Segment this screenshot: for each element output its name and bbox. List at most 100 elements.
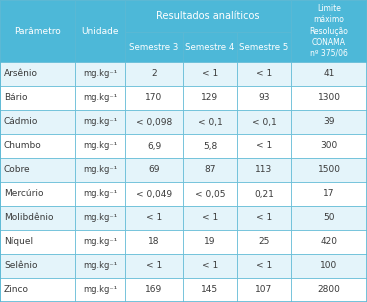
Bar (125, 32, 183, 62)
Bar (0, 0, 75, 62)
Text: Chumbo: Chumbo (4, 142, 42, 150)
Text: mg.kg⁻¹: mg.kg⁻¹ (83, 214, 117, 223)
Bar (0, 206, 75, 230)
Bar (125, 206, 183, 230)
Text: 19: 19 (204, 237, 216, 246)
Bar (75, 86, 125, 110)
Bar (237, 134, 291, 158)
Text: 39: 39 (323, 117, 335, 127)
Text: Arsênio: Arsênio (4, 69, 38, 79)
Bar (291, 134, 367, 158)
Bar (237, 110, 291, 134)
Bar (0, 254, 75, 278)
Bar (75, 62, 125, 86)
Bar (183, 86, 237, 110)
Bar (237, 278, 291, 302)
Text: mg.kg⁻¹: mg.kg⁻¹ (83, 94, 117, 102)
Bar (0, 86, 75, 110)
Bar (183, 230, 237, 254)
Bar (0, 134, 75, 158)
Text: Parâmetro: Parâmetro (14, 27, 61, 36)
Text: 25: 25 (258, 237, 270, 246)
Text: < 0,1: < 0,1 (197, 117, 222, 127)
Text: 2800: 2800 (317, 285, 341, 294)
Bar (75, 110, 125, 134)
Bar (125, 86, 183, 110)
Bar (0, 278, 75, 302)
Text: < 1: < 1 (256, 69, 272, 79)
Bar (183, 134, 237, 158)
Bar (125, 182, 183, 206)
Bar (0, 230, 75, 254)
Bar (125, 230, 183, 254)
Text: < 1: < 1 (146, 262, 162, 271)
Text: 300: 300 (320, 142, 338, 150)
Text: 1300: 1300 (317, 94, 341, 102)
Text: Unidade: Unidade (81, 27, 119, 36)
Bar (183, 182, 237, 206)
Text: 169: 169 (145, 285, 163, 294)
Text: 113: 113 (255, 165, 273, 175)
Bar (0, 62, 75, 86)
Bar (75, 278, 125, 302)
Bar (125, 254, 183, 278)
Text: 2: 2 (151, 69, 157, 79)
Text: Cobre: Cobre (4, 165, 30, 175)
Text: 129: 129 (201, 94, 219, 102)
Text: mg.kg⁻¹: mg.kg⁻¹ (83, 189, 117, 198)
Text: < 1: < 1 (202, 262, 218, 271)
Bar (75, 230, 125, 254)
Text: 50: 50 (323, 214, 335, 223)
Bar (291, 182, 367, 206)
Text: < 0,049: < 0,049 (136, 189, 172, 198)
Text: Semestre 5: Semestre 5 (239, 43, 289, 52)
Bar (291, 110, 367, 134)
Bar (75, 134, 125, 158)
Bar (291, 254, 367, 278)
Text: 41: 41 (323, 69, 335, 79)
Text: 100: 100 (320, 262, 338, 271)
Bar (75, 158, 125, 182)
Text: 18: 18 (148, 237, 160, 246)
Bar (75, 206, 125, 230)
Bar (183, 206, 237, 230)
Bar (183, 62, 237, 86)
Bar (125, 0, 291, 32)
Text: 145: 145 (201, 285, 219, 294)
Text: Semestre 4: Semestre 4 (185, 43, 235, 52)
Text: Selênio: Selênio (4, 262, 37, 271)
Bar (0, 182, 75, 206)
Bar (125, 110, 183, 134)
Bar (183, 110, 237, 134)
Bar (125, 158, 183, 182)
Bar (75, 254, 125, 278)
Text: mg.kg⁻¹: mg.kg⁻¹ (83, 285, 117, 294)
Text: < 0,1: < 0,1 (252, 117, 276, 127)
Text: 0,21: 0,21 (254, 189, 274, 198)
Text: < 0,098: < 0,098 (136, 117, 172, 127)
Bar (291, 62, 367, 86)
Text: 6,9: 6,9 (147, 142, 161, 150)
Text: 107: 107 (255, 285, 273, 294)
Bar (237, 158, 291, 182)
Text: mg.kg⁻¹: mg.kg⁻¹ (83, 165, 117, 175)
Text: mg.kg⁻¹: mg.kg⁻¹ (83, 117, 117, 127)
Bar (237, 32, 291, 62)
Text: 5,8: 5,8 (203, 142, 217, 150)
Text: < 1: < 1 (256, 142, 272, 150)
Bar (291, 206, 367, 230)
Text: Zinco: Zinco (4, 285, 29, 294)
Text: < 1: < 1 (202, 214, 218, 223)
Bar (0, 110, 75, 134)
Bar (75, 0, 125, 62)
Text: 87: 87 (204, 165, 216, 175)
Text: Bário: Bário (4, 94, 28, 102)
Text: 1500: 1500 (317, 165, 341, 175)
Bar (291, 0, 367, 62)
Bar (291, 230, 367, 254)
Text: < 1: < 1 (202, 69, 218, 79)
Text: mg.kg⁻¹: mg.kg⁻¹ (83, 237, 117, 246)
Text: < 1: < 1 (256, 262, 272, 271)
Text: < 0,05: < 0,05 (195, 189, 225, 198)
Bar (237, 254, 291, 278)
